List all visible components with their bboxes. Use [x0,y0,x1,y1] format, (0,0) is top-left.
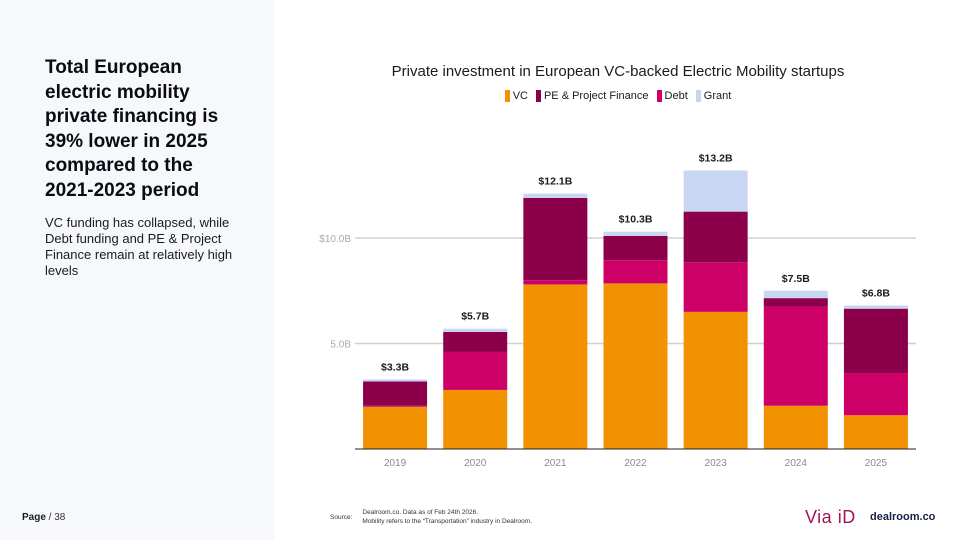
bar-segment-debt [363,405,428,407]
bar-segment-vc [603,283,668,449]
legend-swatch [504,90,510,102]
left-panel [0,0,274,540]
legend-label: Grant [703,90,732,102]
chart-title: Private investment in European VC-backed… [391,63,845,80]
bar-segment-vc [443,389,508,449]
data-label-total: $13.2B [699,152,733,164]
bar-segment-vc [683,311,748,449]
chart-legend: VC PE & Project Finance Debt Grant [300,90,936,102]
bar-segment-vc [763,405,828,449]
x-tick-label: 2023 [705,458,728,469]
bar-segment-grant [443,328,508,332]
page-value: 38 [54,512,66,523]
source-label: Source: [330,514,353,521]
source-line-2: Mobility refers to the “Transportation” … [362,518,532,525]
stacked-bar-chart: 5.0B $10.0B $3.3B 2019 $5.7B 2020 $12.1B 2021 $1… [319,152,916,469]
bar-segment-debt [523,280,588,285]
data-label-total: $12.1B [538,176,572,188]
headline: Total European electric mobility private… [45,57,219,201]
data-label-total: $6.8B [862,288,890,300]
legend-swatch [535,90,541,102]
bar-segment-vc [363,406,428,449]
legend-item-grant: Grant [695,90,732,102]
x-tick-label: 2021 [544,458,567,469]
bar-segment-pe-project-finance [603,235,668,261]
legend-item-debt: Debt [656,90,688,102]
page-separator: / [45,512,55,523]
bar-segment-pe-project-finance [363,381,428,406]
legend-item-pe-project-finance: PE & Project Finance [535,90,649,102]
bar-segment-grant [763,290,828,299]
x-tick-label: 2025 [865,458,888,469]
data-label-total: $5.7B [461,311,489,323]
legend-label: PE & Project Finance [543,90,649,102]
y-tick-label: $10.0B [319,234,351,245]
legend-swatch [695,90,701,102]
dealroom-logo: dealroom.co [870,511,936,523]
source-line-1: Dealroom.co. Data as of Feb 24th 2026. [362,509,479,516]
y-tick-label: 5.0B [330,340,351,351]
page-label: Page [22,512,46,523]
bar-segment-vc [523,284,588,449]
x-tick-label: 2022 [624,458,647,469]
bar-segment-vc [843,415,908,449]
data-label-total: $10.3B [619,214,653,226]
page-number: Page / 38 [22,512,65,523]
bar-segment-debt [763,306,828,406]
legend-label: VC [512,90,528,102]
bar-segment-grant [683,170,748,212]
bar-segment-grant [843,305,908,309]
bar-segment-pe-project-finance [843,308,908,374]
bar-segment-grant [523,193,588,198]
source-note: Source: Dealroom.co. Data as of Feb 24th… [330,508,532,526]
data-label-total: $3.3B [381,361,409,373]
x-tick-label: 2020 [464,458,487,469]
viaid-logo: Via iD [805,507,856,527]
legend-item-vc: VC [504,90,528,102]
data-label-total: $7.5B [782,273,810,285]
bar-segment-pe-project-finance [683,211,748,263]
subtext: VC funding has collapsed, while Debt fun… [45,215,233,278]
bar-segment-pe-project-finance [443,331,508,352]
bar-segment-pe-project-finance [523,197,588,281]
bar-segment-pe-project-finance [763,298,828,307]
bar-segment-grant [603,231,668,236]
bar-segment-grant [363,379,428,382]
x-tick-label: 2019 [384,458,407,469]
bar-segment-debt [603,260,668,284]
bar-segment-debt [683,262,748,312]
x-tick-label: 2024 [785,458,808,469]
bar-segment-debt [843,373,908,416]
legend-label: Debt [664,90,688,102]
legend-swatch [656,90,662,102]
bar-segment-debt [443,351,508,390]
